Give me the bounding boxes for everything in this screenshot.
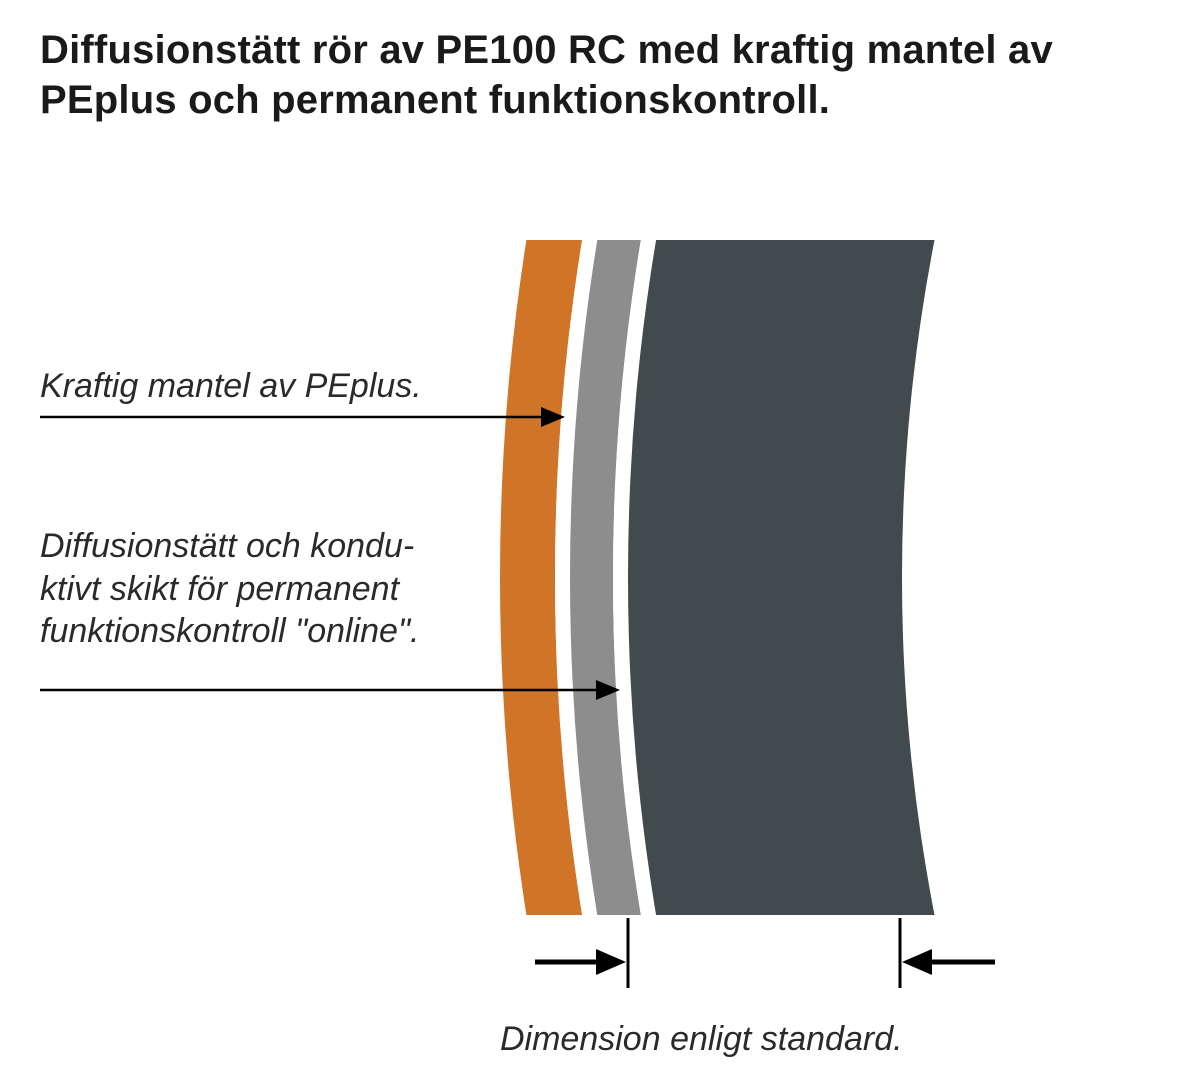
dimension-marker [535, 918, 995, 988]
pipe-cross-section-diagram [0, 0, 1200, 1088]
pointer-mantel [40, 407, 565, 427]
layer-core [628, 0, 1200, 1088]
